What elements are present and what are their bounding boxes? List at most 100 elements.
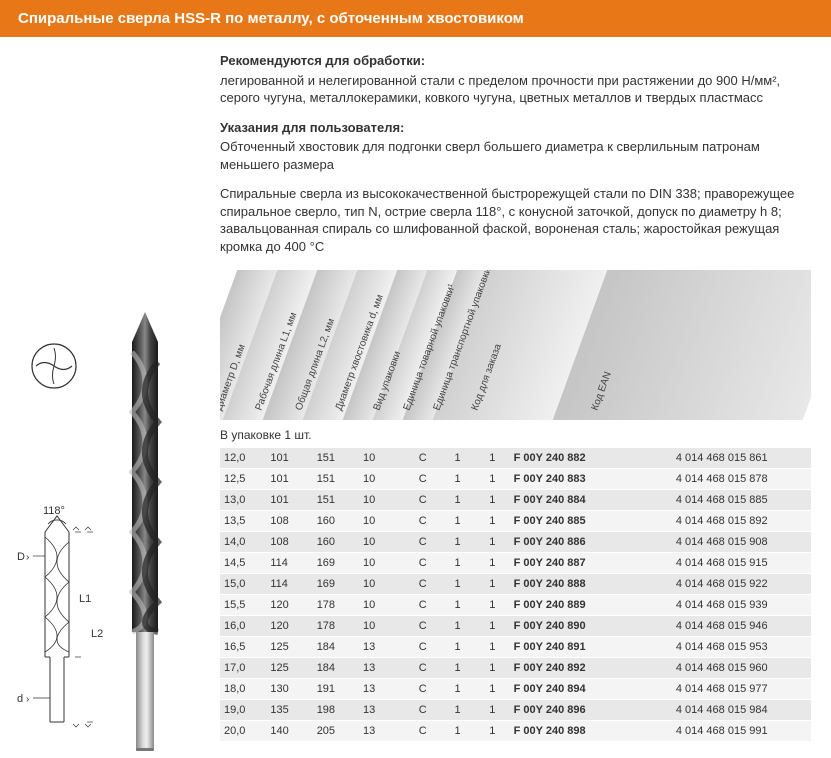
table-row: 15,512017810C11F 00Y 240 8894 014 468 01…	[220, 595, 811, 616]
cell-l1: 101	[266, 469, 312, 490]
cell-gap	[626, 553, 672, 574]
table-section: Диаметр D, ммРабочая длина L1, ммОбщая д…	[220, 270, 811, 742]
table-row: 17,012518413C11F 00Y 240 8924 014 468 01…	[220, 658, 811, 679]
cell-pack: C	[405, 616, 440, 637]
cell-pack: C	[405, 511, 440, 532]
cell-l2: 184	[313, 658, 359, 679]
table-row: 15,011416910C11F 00Y 240 8884 014 468 01…	[220, 574, 811, 595]
cell-unit1: 1	[440, 511, 475, 532]
cell-diameter: 13,5	[220, 511, 266, 532]
cell-ean: 4 014 468 015 915	[672, 553, 811, 574]
cell-order-code: F 00Y 240 888	[510, 574, 626, 595]
cell-gap	[626, 595, 672, 616]
table-row: 16,512518413C11F 00Y 240 8914 014 468 01…	[220, 637, 811, 658]
cell-pack: C	[405, 553, 440, 574]
cell-gap	[626, 574, 672, 595]
cell-pack: C	[405, 490, 440, 511]
cell-unit2: 1	[475, 700, 510, 721]
cell-pack: C	[405, 679, 440, 700]
cell-shank-d: 10	[359, 553, 405, 574]
data-table: 12,010115110C11F 00Y 240 8824 014 468 01…	[220, 448, 811, 742]
cell-diameter: 16,5	[220, 637, 266, 658]
cell-diameter: 14,5	[220, 553, 266, 574]
cell-l2: 151	[313, 448, 359, 469]
cell-diameter: 15,5	[220, 595, 266, 616]
table-row: 13,510816010C11F 00Y 240 8854 014 468 01…	[220, 511, 811, 532]
cell-pack: C	[405, 532, 440, 553]
cell-order-code: F 00Y 240 892	[510, 658, 626, 679]
desc-block-1: Рекомендуются для обработки: легированно…	[220, 52, 811, 107]
cell-l1: 140	[266, 721, 312, 742]
cell-order-code: F 00Y 240 885	[510, 511, 626, 532]
cell-unit2: 1	[475, 532, 510, 553]
cell-unit2: 1	[475, 574, 510, 595]
cell-unit2: 1	[475, 469, 510, 490]
cell-pack: C	[405, 658, 440, 679]
cell-unit1: 1	[440, 490, 475, 511]
header-title: Спиральные сверла HSS-R по металлу, с об…	[18, 10, 524, 27]
cell-gap	[626, 679, 672, 700]
cell-pack: C	[405, 700, 440, 721]
table-row: 18,013019113C11F 00Y 240 8944 014 468 01…	[220, 679, 811, 700]
cell-shank-d: 13	[359, 637, 405, 658]
cell-order-code: F 00Y 240 882	[510, 448, 626, 469]
cell-l2: 169	[313, 574, 359, 595]
cell-pack: C	[405, 637, 440, 658]
cell-unit1: 1	[440, 595, 475, 616]
cell-shank-d: 10	[359, 532, 405, 553]
drill-photo	[120, 312, 170, 755]
left-column: 118° D › L1	[10, 52, 220, 742]
cell-order-code: F 00Y 240 898	[510, 721, 626, 742]
table-row: 20,014020513C11F 00Y 240 8984 014 468 01…	[220, 721, 811, 742]
table-row: 16,012017810C11F 00Y 240 8904 014 468 01…	[220, 616, 811, 637]
table-row: 14,010816010C11F 00Y 240 8864 014 468 01…	[220, 532, 811, 553]
cell-pack: C	[405, 469, 440, 490]
cell-ean: 4 014 468 015 922	[672, 574, 811, 595]
cell-diameter: 13,0	[220, 490, 266, 511]
cell-gap	[626, 490, 672, 511]
dimension-diagram: 118° D › L1	[15, 502, 110, 735]
cell-unit2: 1	[475, 679, 510, 700]
cell-diameter: 19,0	[220, 700, 266, 721]
cell-pack: C	[405, 721, 440, 742]
cell-shank-d: 10	[359, 574, 405, 595]
cell-order-code: F 00Y 240 890	[510, 616, 626, 637]
cell-shank-d: 10	[359, 469, 405, 490]
cell-l1: 125	[266, 658, 312, 679]
cell-ean: 4 014 468 015 991	[672, 721, 811, 742]
cell-l1: 125	[266, 637, 312, 658]
page-header: Спиральные сверла HSS-R по металлу, с об…	[0, 0, 831, 37]
cell-l1: 108	[266, 511, 312, 532]
cell-unit1: 1	[440, 637, 475, 658]
tip-cross-section-icon	[30, 342, 78, 393]
cell-shank-d: 10	[359, 511, 405, 532]
cell-ean: 4 014 468 015 946	[672, 616, 811, 637]
cell-unit2: 1	[475, 553, 510, 574]
pack-label: В упаковке 1 шт.	[220, 428, 811, 442]
svg-text:L1: L1	[79, 593, 91, 605]
content-area: 118° D › L1	[0, 37, 831, 752]
cell-unit2: 1	[475, 637, 510, 658]
cell-unit1: 1	[440, 574, 475, 595]
cell-l1: 114	[266, 553, 312, 574]
cell-shank-d: 13	[359, 679, 405, 700]
cell-unit1: 1	[440, 721, 475, 742]
table-header-row: Диаметр D, ммРабочая длина L1, ммОбщая д…	[220, 270, 811, 420]
cell-diameter: 18,0	[220, 679, 266, 700]
cell-ean: 4 014 468 015 939	[672, 595, 811, 616]
svg-text:D: D	[17, 551, 25, 563]
cell-pack: C	[405, 448, 440, 469]
cell-unit2: 1	[475, 616, 510, 637]
cell-l2: 205	[313, 721, 359, 742]
cell-unit1: 1	[440, 532, 475, 553]
cell-shank-d: 10	[359, 616, 405, 637]
cell-unit2: 1	[475, 490, 510, 511]
cell-ean: 4 014 468 015 984	[672, 700, 811, 721]
cell-gap	[626, 700, 672, 721]
table-row: 19,013519813C11F 00Y 240 8964 014 468 01…	[220, 700, 811, 721]
cell-unit2: 1	[475, 595, 510, 616]
table-row: 12,510115110C11F 00Y 240 8834 014 468 01…	[220, 469, 811, 490]
cell-unit2: 1	[475, 448, 510, 469]
desc3-text: Спиральные сверла из высококачественной …	[220, 185, 811, 255]
cell-gap	[626, 532, 672, 553]
